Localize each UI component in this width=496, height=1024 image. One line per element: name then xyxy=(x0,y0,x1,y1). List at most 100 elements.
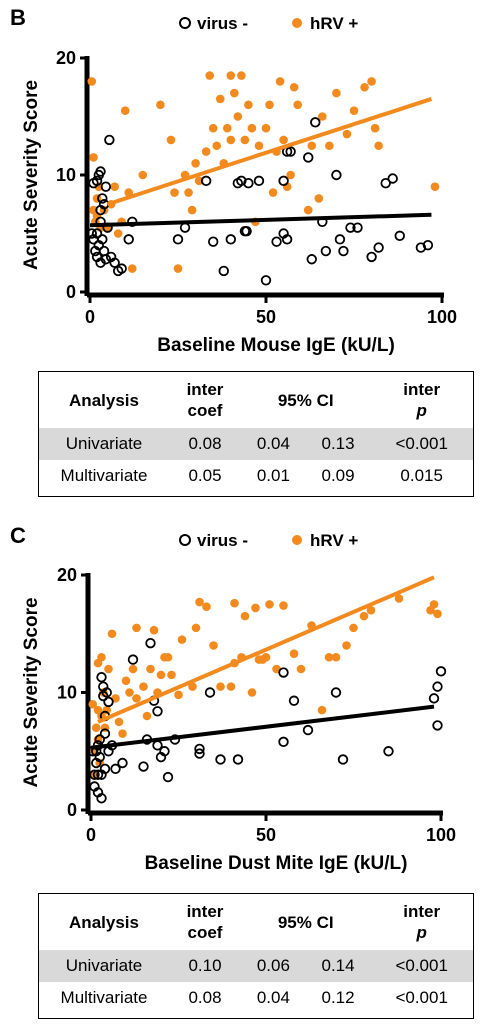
y-axis-label: Acute Severity Score xyxy=(21,80,42,270)
legend-virus-neg-marker xyxy=(179,17,191,29)
data-point-hrv-pos xyxy=(359,611,369,621)
data-point-hrv-pos xyxy=(314,194,324,203)
data-point-virus-neg xyxy=(253,175,265,187)
data-point-virus-neg xyxy=(281,234,293,245)
data-point-virus-neg xyxy=(278,667,289,678)
data-point-hrv-pos xyxy=(138,170,148,180)
data-point-virus-neg xyxy=(320,245,332,257)
data-point-virus-neg xyxy=(110,763,121,775)
data-point-hrv-pos xyxy=(174,690,183,700)
data-point-virus-neg xyxy=(330,687,342,698)
data-point-hrv-pos xyxy=(251,603,260,613)
data-point-hrv-pos xyxy=(342,641,351,650)
data-point-hrv-pos xyxy=(226,135,236,145)
data-point-virus-neg xyxy=(138,761,149,772)
data-point-hrv-pos xyxy=(289,82,299,92)
data-point-hrv-pos xyxy=(201,147,211,156)
data-point-virus-neg xyxy=(225,234,237,245)
legend: virus - hRV + xyxy=(179,14,358,33)
stats-table-dust-mite: Analysis inter coef 95% CI inter p Univa… xyxy=(38,893,474,1019)
data-point-virus-neg xyxy=(334,234,346,245)
data-point-hrv-pos xyxy=(114,717,124,727)
x-axis-label: Baseline Mouse IgE (kU/L) xyxy=(157,335,395,356)
data-point-hrv-pos xyxy=(226,71,236,80)
data-point-hrv-pos xyxy=(163,652,173,662)
data-point-virus-neg xyxy=(104,134,115,146)
data-point-virus-neg xyxy=(200,175,212,187)
data-point-hrv-pos xyxy=(240,135,250,145)
data-point-hrv-pos xyxy=(132,623,141,633)
legend: virus - hRV + xyxy=(179,531,358,550)
data-point-virus-neg xyxy=(428,693,440,704)
data-point-hrv-pos xyxy=(275,77,285,86)
header-coef-line1: inter xyxy=(186,380,224,399)
header-coef-line1: inter xyxy=(186,902,224,921)
data-point-virus-neg xyxy=(303,152,314,163)
data-point-hrv-pos xyxy=(279,601,288,610)
data-point-hrv-pos xyxy=(173,264,183,273)
data-point-hrv-pos xyxy=(120,106,130,115)
header-inter-coef: inter coef xyxy=(169,372,241,428)
data-point-hrv-pos xyxy=(261,123,271,133)
scatter-chart-dust-mite-ige: virus - hRV + 0 10 20 0 50 100 Baseline Dust Mit… xyxy=(21,531,456,874)
data-point-hrv-pos xyxy=(237,71,246,80)
data-point-hrv-pos xyxy=(367,77,376,86)
y-tick-label: 0 xyxy=(67,800,77,820)
data-point-virus-neg xyxy=(103,696,114,708)
row-label: Univariate xyxy=(65,956,143,975)
row-label: Multivariate xyxy=(60,466,148,485)
trend-line-virus-neg xyxy=(89,212,432,228)
data-point-hrv-pos xyxy=(240,611,250,621)
legend-virus-neg-label: virus - xyxy=(197,531,248,550)
data-point-hrv-pos xyxy=(429,600,439,609)
data-point-hrv-pos xyxy=(113,229,123,238)
data-point-virus-neg xyxy=(278,736,289,748)
row-label: Multivariate xyxy=(60,988,148,1007)
header-p-line1: inter xyxy=(403,902,441,921)
panel-letter-c: C xyxy=(10,523,26,548)
data-point-hrv-pos xyxy=(156,100,165,110)
data-point-hrv-pos xyxy=(244,100,253,110)
data-point-hrv-pos xyxy=(307,141,317,151)
data-point-hrv-pos xyxy=(296,664,306,674)
row-ci-high: 0.09 xyxy=(321,466,355,485)
table-row: Multivariate 0.05 0.01 0.09 0.015 xyxy=(39,460,473,492)
data-point-hrv-pos xyxy=(191,159,200,168)
data-point-virus-neg xyxy=(345,222,356,233)
header-inter-p: inter p xyxy=(370,894,473,950)
data-point-hrv-pos xyxy=(247,688,257,697)
data-point-hrv-pos xyxy=(127,264,137,273)
row-ci-low: 0.06 xyxy=(256,956,290,975)
data-point-hrv-pos xyxy=(146,664,155,674)
data-point-hrv-pos xyxy=(149,625,159,635)
row-coef: 0.05 xyxy=(188,466,222,485)
series-hrv-pos xyxy=(87,71,440,273)
data-point-hrv-pos xyxy=(349,106,359,115)
trend-line-hrv-pos xyxy=(97,575,435,724)
series-virus-neg xyxy=(87,637,447,804)
data-point-hrv-pos xyxy=(433,609,442,619)
data-point-virus-neg xyxy=(432,681,443,692)
x-tick-label: 50 xyxy=(256,825,276,845)
data-point-virus-neg xyxy=(127,654,139,665)
data-point-hrv-pos xyxy=(216,682,225,691)
data-point-virus-neg xyxy=(260,275,272,286)
header-inter-coef: inter coef xyxy=(169,894,241,950)
data-point-virus-neg xyxy=(302,724,314,736)
trend-line-hrv-pos xyxy=(106,97,433,207)
data-point-hrv-pos xyxy=(247,123,257,133)
header-ci: 95% CI xyxy=(277,912,334,932)
data-point-hrv-pos xyxy=(366,605,376,615)
data-point-virus-neg xyxy=(99,728,111,739)
row-coef: 0.08 xyxy=(188,988,222,1007)
legend-hrv-pos-label: hRV + xyxy=(310,14,358,33)
data-point-virus-neg xyxy=(243,177,254,189)
data-point-hrv-pos xyxy=(370,123,380,133)
data-point-virus-neg xyxy=(285,146,296,157)
data-point-virus-neg xyxy=(310,117,321,128)
data-point-hrv-pos xyxy=(110,182,119,191)
data-point-virus-neg xyxy=(97,234,108,245)
data-point-hrv-pos xyxy=(107,629,117,639)
panel-letter-b: B xyxy=(10,5,26,30)
data-point-hrv-pos xyxy=(293,100,302,110)
